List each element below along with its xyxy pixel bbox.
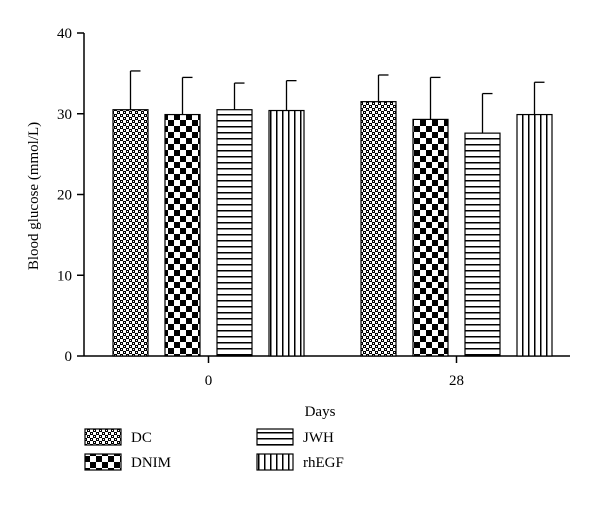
legend-item-DNIM: DNIM [84, 453, 171, 471]
bar-DC-28 [360, 101, 397, 357]
legend-label: DC [131, 430, 152, 446]
bar-rhEGF-28 [516, 113, 553, 357]
legend-item-DC: DC [84, 428, 152, 446]
x-axis-title: Days [305, 404, 336, 420]
y-tick-label: 30 [57, 107, 72, 123]
bar-DC-0 [112, 109, 149, 357]
y-axis-title: Blood glucose (mmol/L) [26, 122, 42, 270]
bars [112, 70, 553, 357]
x-axis: 0 28 [84, 355, 570, 389]
bar-JWH-0 [216, 109, 253, 357]
legend: DC DNIM JWH rhEGF [84, 428, 344, 471]
legend-label: rhEGF [303, 455, 344, 471]
bar-DNIM-0 [164, 113, 201, 357]
y-tick-label: 20 [57, 188, 72, 204]
legend-swatch [84, 428, 122, 446]
legend-swatch [84, 453, 122, 471]
y-tick-label: 0 [65, 349, 73, 365]
legend-swatch [256, 428, 294, 446]
bar-JWH-28 [464, 132, 501, 357]
legend-label: JWH [303, 430, 334, 446]
legend-label: DNIM [131, 455, 171, 471]
bar-DNIM-28 [412, 118, 449, 357]
y-tick-label: 40 [57, 26, 72, 42]
legend-swatch [256, 453, 294, 471]
bar-rhEGF-0 [268, 109, 305, 357]
x-tick-label: 0 [205, 373, 213, 389]
legend-item-rhEGF: rhEGF [256, 453, 344, 471]
y-axis: 0 10 20 30 40 [57, 26, 85, 365]
legend-item-JWH: JWH [256, 428, 334, 446]
y-tick-label: 10 [57, 268, 72, 284]
x-tick-label: 28 [449, 373, 464, 389]
